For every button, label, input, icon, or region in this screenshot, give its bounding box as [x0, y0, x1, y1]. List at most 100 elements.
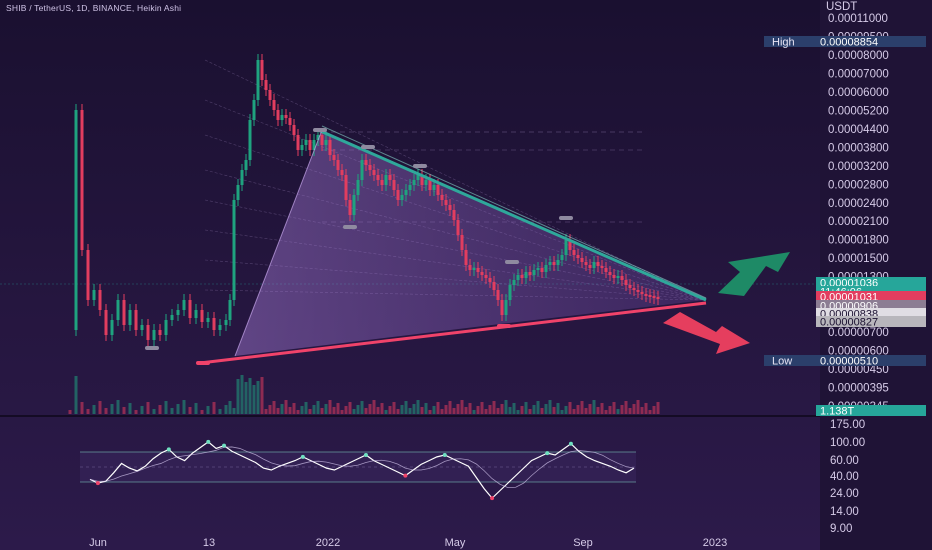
candle-body: [520, 275, 524, 278]
candle-body: [182, 300, 186, 310]
volume-bar: [456, 404, 460, 414]
candle-body: [158, 330, 162, 335]
volume-bar: [284, 400, 288, 414]
volume-bar: [272, 401, 276, 414]
candle-body: [604, 268, 608, 272]
volume-bar: [460, 400, 464, 414]
volume-bar: [588, 404, 592, 414]
volume-bar: [392, 402, 396, 414]
volume-bar: [628, 408, 632, 414]
badge-value-text: 0.00000827: [820, 317, 878, 329]
candle-body: [206, 318, 210, 322]
candle-body: [244, 160, 248, 170]
candle-body: [504, 300, 508, 315]
pivot-high-marker: [361, 145, 375, 149]
volume-bar: [344, 406, 348, 414]
volume-bar: [316, 401, 320, 414]
candle-body: [228, 300, 232, 320]
candle-body: [452, 210, 456, 220]
volume-bar: [400, 405, 404, 414]
candle-body: [552, 262, 556, 265]
volume-bar: [240, 375, 244, 414]
candle-body: [252, 100, 256, 120]
candle-body: [492, 282, 496, 290]
volume-bar: [176, 404, 180, 414]
volume-bar: [484, 409, 488, 414]
volume-bar: [264, 409, 268, 414]
candle-body: [568, 240, 572, 250]
candle-body: [324, 140, 328, 145]
y-tick-label: 0.00008000: [828, 50, 889, 62]
candle-body: [516, 275, 520, 280]
price-axis[interactable]: [820, 0, 932, 550]
badge-label-bg: [764, 355, 816, 366]
candle-body: [360, 160, 364, 180]
volume-bar: [504, 400, 508, 414]
candle-body: [620, 276, 624, 280]
x-tick-label: May: [445, 537, 466, 549]
pivot-high-marker: [413, 164, 427, 168]
candle-body: [356, 180, 360, 195]
rsi-peak-marker: [363, 453, 368, 457]
volume-bar: [624, 401, 628, 414]
volume-bar: [532, 405, 536, 414]
volume-bar: [508, 407, 512, 414]
volume-bar: [276, 408, 280, 414]
volume-bar: [552, 407, 556, 414]
rsi-line: [89, 441, 635, 499]
x-tick-label: 2022: [316, 537, 340, 549]
candle-body: [308, 140, 312, 150]
volume-bar: [528, 409, 532, 414]
volume-bar: [336, 403, 340, 414]
candle-body: [284, 115, 288, 118]
volume-bar: [296, 410, 300, 414]
pivot-low-marker: [497, 324, 511, 328]
badge-value-bg: [816, 300, 926, 311]
candle-body: [264, 80, 268, 90]
volume-bar: [236, 379, 240, 414]
candle-body: [104, 310, 108, 335]
candles: [74, 54, 660, 346]
candle-body: [616, 276, 620, 278]
candle-body: [212, 318, 216, 330]
candle-body: [388, 175, 392, 180]
volume-bar: [544, 404, 548, 414]
rsi-tick-label: 60.00: [830, 455, 859, 467]
volume-bar: [280, 404, 284, 414]
candle-body: [248, 120, 252, 160]
volume-bar: [248, 378, 252, 414]
volume-bar: [500, 404, 504, 414]
x-tick-label: 13: [203, 537, 215, 549]
candle-body: [596, 262, 600, 266]
volume-bar: [388, 406, 392, 414]
volume-bar: [404, 401, 408, 414]
volume-bar: [420, 407, 424, 414]
candle-body: [352, 195, 356, 215]
volume-bar: [134, 410, 138, 414]
candle-body: [532, 270, 536, 275]
volume-bars: [68, 375, 660, 414]
badge-value-bg: [816, 308, 926, 319]
candle-body: [176, 310, 180, 315]
volume-bar: [92, 405, 96, 414]
candle-body: [468, 265, 472, 270]
volume-bar: [128, 403, 132, 414]
volume-bar: [140, 406, 144, 414]
candle-body: [416, 175, 420, 180]
volume-bar: [580, 401, 584, 414]
volume-bar: [312, 405, 316, 414]
rsi-tick-label: 175.00: [830, 419, 865, 431]
volume-bar: [104, 408, 108, 414]
volume-bar: [268, 405, 272, 414]
price-badges: High0.000088540.0000103611:46:060.000010…: [764, 36, 926, 418]
rsi-tick-label: 14.00: [830, 506, 859, 518]
volume-bar: [548, 400, 552, 414]
rsi-axis-labels: 175.00 100.00 60.00 40.00 24.00 14.00 9.00: [830, 419, 865, 535]
y-tick-label: 0.00006000: [828, 87, 889, 99]
bearish-arrow: [663, 312, 750, 354]
volume-bar: [122, 407, 126, 414]
candle-body: [460, 235, 464, 250]
volume-bar: [146, 402, 150, 414]
